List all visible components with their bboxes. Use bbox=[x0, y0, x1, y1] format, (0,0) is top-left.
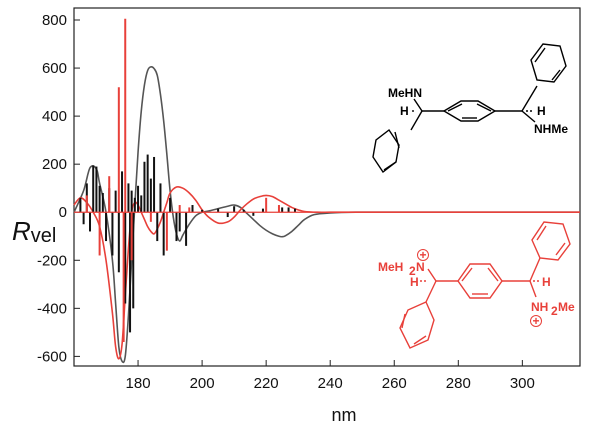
protonated-label-h-left: H bbox=[410, 275, 419, 289]
plot-border bbox=[73, 7, 581, 367]
series-layer bbox=[73, 18, 580, 364]
protonated-label-n: N bbox=[416, 260, 425, 274]
x-tick-label: 280 bbox=[446, 375, 471, 392]
x-axis-title: nm bbox=[331, 405, 356, 425]
y-tick-label: -200 bbox=[37, 252, 67, 269]
neutral-label-nhme: NHMe bbox=[534, 122, 568, 136]
protonated-label-h-right: H bbox=[542, 275, 551, 289]
x-axis-ticks: 180 200 220 240 260 280 300 bbox=[126, 360, 535, 392]
y-tick-label: 400 bbox=[42, 108, 67, 125]
y-tick-label: -400 bbox=[37, 300, 67, 317]
x-tick-label: 300 bbox=[510, 375, 535, 392]
protonated-label-nh: NH bbox=[531, 300, 548, 314]
x-tick-label: 180 bbox=[126, 375, 151, 392]
spectrum-curve-1 bbox=[73, 185, 580, 360]
protonated-molecule-labels: MeH 2 N H H NH 2 Me + + bbox=[378, 248, 575, 328]
y-tick-label: 600 bbox=[42, 60, 67, 77]
neutral-label-mehn: MeHN bbox=[388, 86, 422, 100]
protonated-molecule-structure bbox=[399, 221, 571, 349]
protonated-label-sub-2-right: 2 bbox=[551, 304, 558, 318]
neutral-label-h-right: H bbox=[537, 104, 546, 118]
neutral-molecule-structure bbox=[372, 43, 567, 174]
y-tick-label: -600 bbox=[37, 348, 67, 365]
y-tick-label: 0 bbox=[59, 204, 67, 221]
x-tick-label: 240 bbox=[318, 375, 343, 392]
x-tick-label: 200 bbox=[190, 375, 215, 392]
y-tick-label: 800 bbox=[42, 12, 67, 29]
plot-frame bbox=[73, 7, 581, 367]
positive-charge-left: + bbox=[417, 248, 429, 262]
x-tick-label: 260 bbox=[382, 375, 407, 392]
y-axis-title-main: R bbox=[12, 216, 31, 246]
charge-symbol-left: + bbox=[420, 248, 427, 262]
neutral-label-h-left: H bbox=[400, 104, 409, 118]
charge-symbol-right: + bbox=[533, 314, 540, 328]
y-axis-title: Rvel bbox=[12, 216, 56, 247]
y-axis-title-subscript: vel bbox=[31, 225, 57, 247]
positive-charge-right: + bbox=[530, 314, 542, 328]
neutral-molecule-labels: MeHN H H NHMe bbox=[388, 86, 568, 136]
protonated-label-me: Me bbox=[558, 300, 575, 314]
protonated-label-sub-2-left: 2 bbox=[409, 264, 416, 278]
x-tick-label: 220 bbox=[254, 375, 279, 392]
protonated-label-meh: MeH bbox=[378, 260, 403, 274]
y-axis-ticks: -600 -400 -200 0 200 400 600 800 bbox=[37, 12, 80, 365]
y-tick-label: 200 bbox=[42, 156, 67, 173]
